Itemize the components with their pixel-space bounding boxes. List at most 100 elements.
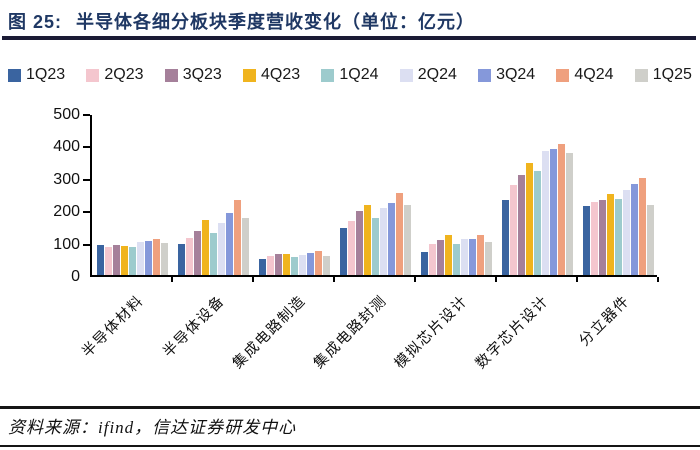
bar-1Q24-分立器件 xyxy=(615,198,622,275)
legend-item-4Q24: 4Q24 xyxy=(556,66,614,84)
x-label-分立器件: 分立器件 xyxy=(576,292,633,350)
bar-1Q24-集成电路封测 xyxy=(372,218,379,275)
bar-4Q24-半导体设备 xyxy=(234,200,241,275)
bar-2Q24-数字芯片设计 xyxy=(542,150,549,275)
x-tick-mark-3 xyxy=(333,277,335,282)
bar-2Q24-集成电路封测 xyxy=(380,207,387,275)
legend-label-2Q24: 2Q24 xyxy=(417,66,457,83)
legend-swatch-2Q24 xyxy=(399,68,413,82)
x-tick-mark-1 xyxy=(171,277,173,282)
legend-swatch-1Q25 xyxy=(634,68,648,82)
legend-label-1Q23: 1Q23 xyxy=(26,66,66,83)
bar-group-集成电路封测 xyxy=(335,115,416,275)
bar-1Q24-数字芯片设计 xyxy=(534,171,541,275)
bar-4Q23-集成电路封测 xyxy=(364,205,371,275)
legend: 1Q23 2Q23 3Q23 4Q23 1Q24 2Q24 3Q24 4Q24 1Q25 xyxy=(8,66,692,84)
x-tick-mark-4 xyxy=(414,277,416,282)
legend-item-4Q23: 4Q23 xyxy=(243,66,300,84)
x-tick-mark-7 xyxy=(657,277,659,282)
bar-4Q24-分立器件 xyxy=(639,177,646,275)
bar-3Q24-数字芯片设计 xyxy=(550,148,557,275)
bar-1Q25-集成电路封测 xyxy=(404,205,411,275)
x-tick-mark-6 xyxy=(576,277,578,282)
bar-4Q24-模拟芯片设计 xyxy=(477,235,484,275)
legend-swatch-1Q23 xyxy=(8,68,21,82)
bar-3Q23-半导体设备 xyxy=(194,231,201,275)
bar-2Q23-分立器件 xyxy=(591,202,598,275)
bar-2Q24-半导体材料 xyxy=(137,241,144,275)
bar-group-集成电路制造 xyxy=(254,115,335,275)
bar-3Q23-半导体材料 xyxy=(113,245,120,275)
bar-4Q23-半导体材料 xyxy=(121,245,128,275)
bar-group-半导体材料 xyxy=(92,115,173,275)
bar-2Q24-分立器件 xyxy=(623,190,630,275)
legend-swatch-4Q24 xyxy=(556,68,570,82)
legend-swatch-4Q23 xyxy=(243,68,257,82)
legend-label-4Q24: 4Q24 xyxy=(574,66,614,83)
legend-label-3Q23: 3Q23 xyxy=(182,66,222,83)
legend-item-2Q23: 2Q23 xyxy=(86,66,143,84)
bar-1Q25-分立器件 xyxy=(647,205,654,275)
plot-area: 半导体材料 半导体设备 集成电路制造 集成电路封测 模拟芯片设计 数字芯片设计 分立器件 xyxy=(79,114,659,372)
legend-label-3Q24: 3Q24 xyxy=(496,66,536,83)
legend-item-3Q24: 3Q24 xyxy=(478,66,535,84)
bar-2Q24-半导体设备 xyxy=(218,223,225,275)
bar-3Q23-模拟芯片设计 xyxy=(437,240,444,275)
bar-3Q24-集成电路制造 xyxy=(307,252,314,275)
bar-1Q25-半导体材料 xyxy=(161,242,168,275)
bar-1Q23-半导体设备 xyxy=(178,244,185,275)
legend-swatch-3Q24 xyxy=(478,68,492,82)
source-note: 资料来源：ifind，信达证券研发中心 xyxy=(8,418,297,437)
footer-bottom-rule xyxy=(0,445,700,447)
y-tick-label-400: 400 xyxy=(53,138,80,156)
bar-group-模拟芯片设计 xyxy=(416,115,497,275)
legend-swatch-2Q23 xyxy=(86,68,100,82)
footer-top-rule xyxy=(0,406,700,409)
bar-1Q24-集成电路制造 xyxy=(291,257,298,275)
legend-swatch-1Q24 xyxy=(321,68,335,82)
bar-2Q23-半导体设备 xyxy=(186,237,193,275)
bar-1Q25-模拟芯片设计 xyxy=(485,241,492,275)
x-label-wrap-分立器件: 分立器件 xyxy=(469,290,633,350)
bar-1Q23-集成电路制造 xyxy=(259,259,266,275)
y-tick-mark-200 xyxy=(83,211,90,214)
bar-4Q23-集成电路制造 xyxy=(283,253,290,275)
bar-1Q23-分立器件 xyxy=(583,206,590,275)
legend-label-1Q25: 1Q25 xyxy=(652,66,692,83)
y-tick-label-500: 500 xyxy=(53,106,80,123)
bar-1Q23-模拟芯片设计 xyxy=(421,251,428,275)
legend-item-2Q24: 2Q24 xyxy=(399,66,457,84)
bar-4Q24-数字芯片设计 xyxy=(558,144,565,275)
y-tick-label-300: 300 xyxy=(53,170,80,188)
bar-4Q24-集成电路封测 xyxy=(396,192,403,275)
bar-4Q23-分立器件 xyxy=(607,194,614,275)
legend-label-2Q23: 2Q23 xyxy=(104,66,144,83)
bar-group-分立器件 xyxy=(578,115,659,275)
legend-item-1Q23: 1Q23 xyxy=(8,66,65,84)
bar-4Q23-模拟芯片设计 xyxy=(445,235,452,275)
y-tick-label-0: 0 xyxy=(71,268,80,285)
bar-3Q23-集成电路封测 xyxy=(356,210,363,275)
title-divider-rule xyxy=(2,36,696,40)
figure-title: 图 25: 半导体各细分板块季度营收变化（单位：亿元） xyxy=(8,8,475,34)
bar-3Q23-集成电路制造 xyxy=(275,253,282,275)
bar-4Q24-半导体材料 xyxy=(153,238,160,275)
y-tick-mark-500 xyxy=(83,114,90,116)
figure-label: 图 25: xyxy=(8,12,63,32)
legend-item-3Q23: 3Q23 xyxy=(164,66,222,84)
bar-3Q24-集成电路封测 xyxy=(388,203,395,275)
bar-4Q24-集成电路制造 xyxy=(315,250,322,275)
figure-title-text: 半导体各细分板块季度营收变化（单位：亿元） xyxy=(76,12,476,32)
bar-4Q23-半导体设备 xyxy=(202,219,209,275)
bar-1Q23-数字芯片设计 xyxy=(502,199,509,275)
bar-3Q24-模拟芯片设计 xyxy=(469,239,476,275)
bar-2Q23-集成电路制造 xyxy=(267,255,274,275)
bar-1Q24-半导体材料 xyxy=(129,246,136,275)
legend-item-1Q24: 1Q24 xyxy=(321,66,379,84)
bar-3Q24-半导体设备 xyxy=(226,213,233,275)
legend-label-4Q23: 4Q23 xyxy=(261,66,301,83)
bar-1Q24-模拟芯片设计 xyxy=(453,244,460,275)
bar-1Q25-半导体设备 xyxy=(242,218,249,275)
legend-swatch-3Q23 xyxy=(164,68,178,82)
